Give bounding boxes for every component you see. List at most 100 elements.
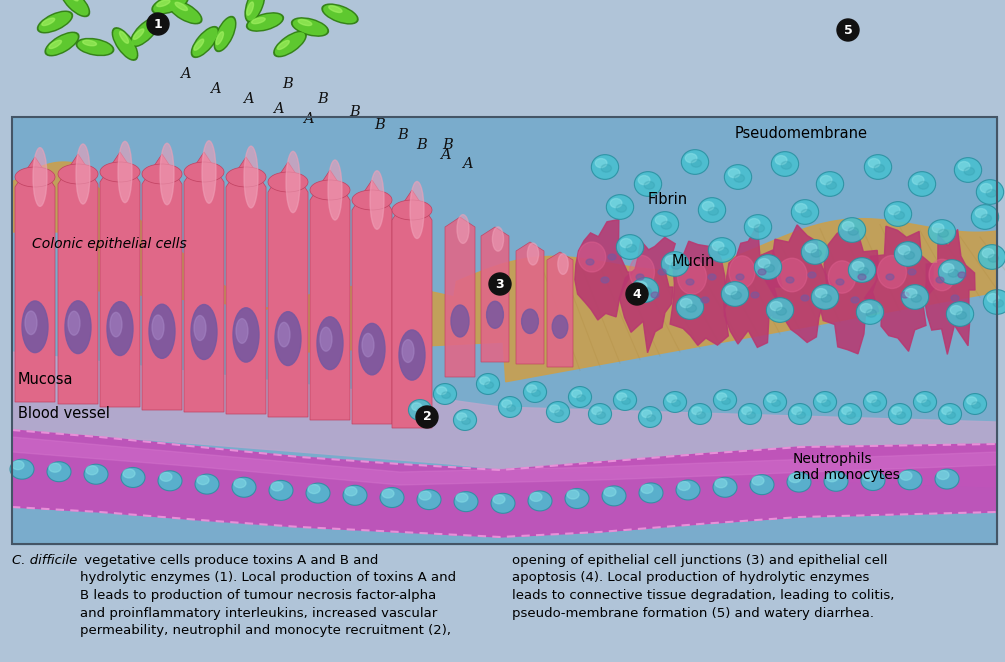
Ellipse shape: [131, 17, 160, 46]
Ellipse shape: [639, 483, 663, 503]
Text: Fibrin: Fibrin: [648, 193, 688, 207]
Polygon shape: [352, 180, 392, 424]
Ellipse shape: [822, 400, 830, 406]
Ellipse shape: [691, 407, 701, 414]
Ellipse shape: [392, 200, 432, 220]
Text: B: B: [282, 77, 293, 91]
Ellipse shape: [901, 285, 929, 309]
Ellipse shape: [298, 20, 312, 26]
Ellipse shape: [78, 40, 112, 54]
Ellipse shape: [917, 395, 927, 402]
Ellipse shape: [686, 305, 696, 312]
Ellipse shape: [919, 181, 929, 189]
Ellipse shape: [646, 415, 655, 422]
Ellipse shape: [202, 141, 216, 203]
Ellipse shape: [586, 259, 594, 265]
Ellipse shape: [320, 327, 332, 352]
Ellipse shape: [622, 398, 630, 404]
Ellipse shape: [980, 183, 992, 193]
Ellipse shape: [42, 18, 54, 26]
Ellipse shape: [484, 382, 493, 389]
Ellipse shape: [492, 227, 504, 251]
Ellipse shape: [638, 175, 650, 185]
Ellipse shape: [709, 207, 719, 215]
Ellipse shape: [25, 311, 37, 334]
Ellipse shape: [45, 32, 79, 56]
Text: Mucosa: Mucosa: [18, 373, 73, 387]
Ellipse shape: [641, 287, 651, 295]
Ellipse shape: [908, 269, 916, 275]
Ellipse shape: [801, 295, 809, 301]
Ellipse shape: [216, 19, 234, 50]
Ellipse shape: [591, 155, 619, 179]
Ellipse shape: [577, 395, 586, 401]
Ellipse shape: [929, 220, 956, 244]
Ellipse shape: [958, 162, 970, 171]
Ellipse shape: [904, 252, 915, 260]
Ellipse shape: [906, 289, 917, 298]
Ellipse shape: [671, 400, 680, 406]
Ellipse shape: [631, 277, 658, 303]
Text: B: B: [350, 105, 361, 119]
Ellipse shape: [858, 267, 868, 275]
Ellipse shape: [236, 318, 248, 344]
Ellipse shape: [329, 6, 342, 13]
Ellipse shape: [328, 160, 342, 220]
Ellipse shape: [158, 471, 182, 491]
Ellipse shape: [891, 407, 901, 414]
Polygon shape: [12, 162, 997, 382]
Ellipse shape: [750, 475, 774, 495]
Polygon shape: [100, 152, 140, 407]
Ellipse shape: [617, 393, 627, 401]
Ellipse shape: [942, 407, 952, 414]
Text: Mucin: Mucin: [672, 254, 716, 269]
Ellipse shape: [842, 407, 851, 414]
Ellipse shape: [951, 295, 959, 301]
Ellipse shape: [792, 407, 802, 414]
Ellipse shape: [524, 381, 547, 402]
Ellipse shape: [722, 281, 749, 307]
Ellipse shape: [479, 377, 489, 385]
Ellipse shape: [246, 13, 283, 31]
Ellipse shape: [686, 279, 694, 285]
Ellipse shape: [507, 404, 516, 411]
Ellipse shape: [658, 269, 666, 275]
Ellipse shape: [10, 459, 34, 479]
Ellipse shape: [291, 18, 329, 36]
Ellipse shape: [731, 291, 742, 299]
Bar: [12, 117, 997, 544]
Ellipse shape: [848, 228, 858, 235]
Ellipse shape: [789, 473, 801, 483]
Ellipse shape: [937, 471, 949, 479]
Circle shape: [147, 13, 169, 35]
Ellipse shape: [486, 301, 504, 328]
Ellipse shape: [168, 0, 202, 24]
Text: B: B: [318, 92, 329, 106]
Ellipse shape: [644, 181, 654, 189]
Ellipse shape: [909, 171, 936, 197]
Ellipse shape: [877, 256, 907, 289]
Ellipse shape: [898, 470, 922, 490]
Ellipse shape: [601, 277, 609, 283]
Ellipse shape: [767, 298, 794, 322]
Polygon shape: [547, 252, 573, 367]
Ellipse shape: [476, 373, 499, 395]
Ellipse shape: [729, 169, 740, 177]
Ellipse shape: [306, 483, 330, 503]
Ellipse shape: [613, 389, 636, 410]
Ellipse shape: [801, 209, 811, 217]
Ellipse shape: [661, 221, 671, 229]
Ellipse shape: [863, 472, 875, 481]
Ellipse shape: [719, 248, 729, 255]
Ellipse shape: [606, 195, 633, 219]
Ellipse shape: [948, 269, 959, 277]
Ellipse shape: [749, 218, 760, 228]
Circle shape: [626, 283, 648, 305]
Ellipse shape: [589, 404, 612, 424]
Ellipse shape: [708, 274, 716, 280]
Ellipse shape: [62, 0, 87, 15]
Text: B: B: [375, 118, 385, 132]
Polygon shape: [142, 154, 182, 410]
Ellipse shape: [894, 211, 904, 219]
Ellipse shape: [194, 39, 204, 50]
